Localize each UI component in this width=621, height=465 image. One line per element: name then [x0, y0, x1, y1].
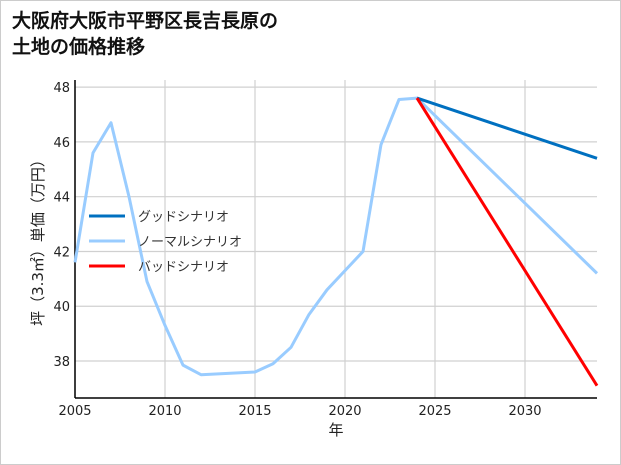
chart-title-line-1: 大阪府大阪市平野区長吉長原の [12, 10, 279, 32]
x-tick-label: 2015 [238, 404, 271, 419]
y-tick-label: 44 [53, 191, 70, 206]
y-tick-label: 46 [53, 136, 70, 151]
y-tick-label: 38 [53, 355, 70, 370]
x-tick-label: 2020 [328, 404, 361, 419]
series-line-0 [416, 96, 598, 160]
x-tick-label: 2030 [508, 404, 541, 419]
x-tick-label: 2010 [148, 404, 181, 419]
x-tick-label: 2005 [58, 404, 91, 419]
y-tick-label: 40 [53, 300, 70, 315]
y-axis-label: 坪（3.3㎡）単価（万円） [29, 152, 47, 326]
y-tick-label: 42 [53, 245, 70, 260]
legend-label: ノーマルシナリオ [138, 235, 242, 250]
chart-title: 大阪府大阪市平野区長吉長原の 土地の価格推移 [12, 8, 278, 60]
x-tick-label: 2025 [418, 404, 451, 419]
y-tick-label: 48 [53, 81, 70, 96]
x-axis-label: 年 [328, 421, 343, 439]
legend-label: バッドシナリオ [138, 260, 229, 275]
chart-title-line-2: 土地の価格推移 [12, 36, 146, 58]
series-line-1 [73, 96, 599, 377]
series-line-2 [415, 97, 599, 387]
legend-label: グッドシナリオ [138, 210, 229, 225]
